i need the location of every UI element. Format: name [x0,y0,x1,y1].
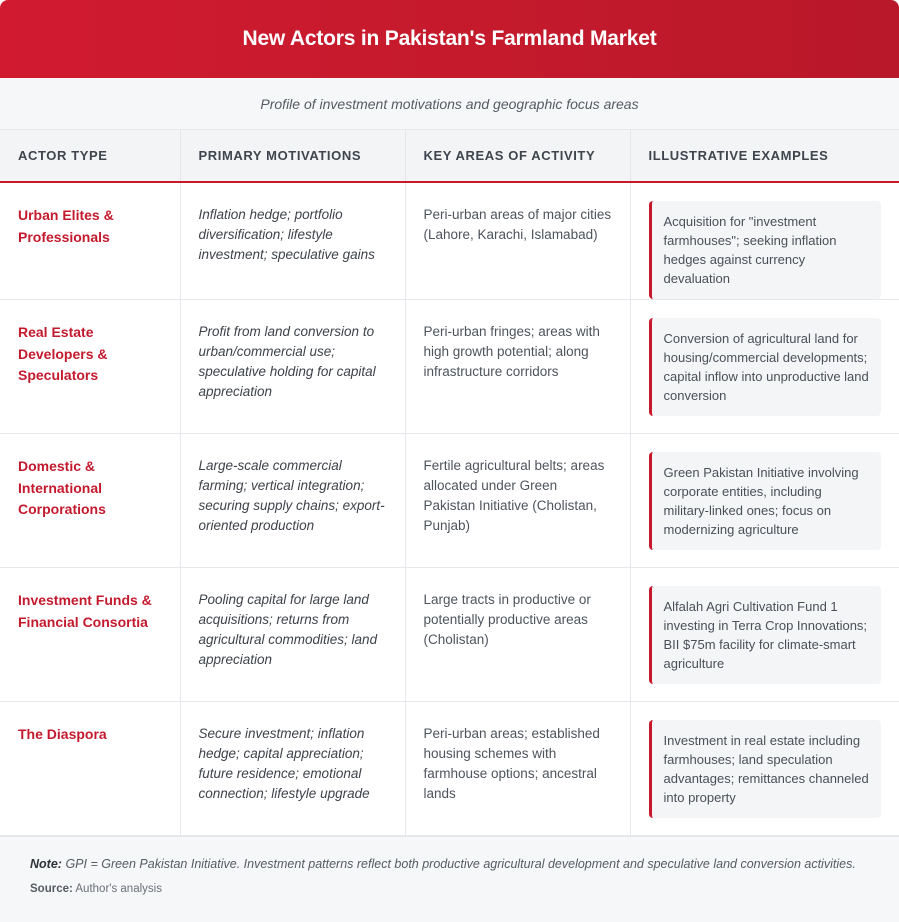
cell-motivations: Pooling capital for large land acquisiti… [180,567,406,702]
table-row: The Diaspora Secure investment; inflatio… [0,701,899,836]
actor-type-label: The Diaspora [18,726,107,742]
cell-motivations: Secure investment; inflation hedge; capi… [180,701,406,836]
motivations-text: Pooling capital for large land acquisiti… [198,592,378,667]
areas-text: Large tracts in productive or potentiall… [423,592,591,647]
motivations-text: Profit from land conversion to urban/com… [198,324,376,399]
motivations-text: Large-scale commercial farming; vertical… [198,458,385,533]
motivations-text: Inflation hedge; portfolio diversificati… [198,207,375,262]
actor-type-label: Urban Elites & Professionals [18,207,114,245]
page-subtitle: Profile of investment motivations and ge… [260,95,639,112]
table-row: Real Estate Developers & Speculators Pro… [0,299,899,434]
table-row: Urban Elites & Professionals Inflation h… [0,182,899,300]
column-header-actor-type: ACTOR TYPE [0,130,181,183]
example-callout: Alfalah Agri Cultivation Fund 1 investin… [648,586,881,684]
table-footer: Note: GPI = Green Pakistan Initiative. I… [0,836,899,922]
cell-actor: The Diaspora [0,701,181,836]
cell-example: Acquisition for "investment farmhouses";… [630,182,899,300]
note-text: GPI = Green Pakistan Initiative. Investm… [65,857,856,871]
table-row: Investment Funds & Financial Consortia P… [0,567,899,702]
source-label: Source: [30,883,73,895]
motivations-text: Secure investment; inflation hedge; capi… [198,726,370,801]
example-callout: Conversion of agricultural land for hous… [648,318,881,416]
cell-motivations: Large-scale commercial farming; vertical… [180,433,406,568]
subtitle-bar: Profile of investment motivations and ge… [0,78,899,130]
cell-example: Conversion of agricultural land for hous… [630,299,899,434]
actor-type-label: Investment Funds & Financial Consortia [18,592,152,630]
footnote: Note: GPI = Green Pakistan Initiative. I… [30,857,869,871]
cell-areas: Peri-urban areas of major cities (Lahore… [405,182,631,300]
areas-text: Peri-urban areas of major cities (Lahore… [423,207,612,242]
example-callout: Investment in real estate including farm… [648,720,881,818]
actor-type-label: Real Estate Developers & Speculators [18,324,108,383]
cell-example: Alfalah Agri Cultivation Fund 1 investin… [630,567,899,702]
actor-type-label: Domestic & International Corporations [18,458,106,517]
cell-actor: Urban Elites & Professionals [0,182,181,300]
cell-motivations: Inflation hedge; portfolio diversificati… [180,182,406,300]
cell-example: Investment in real estate including farm… [630,701,899,836]
cell-areas: Peri-urban fringes; areas with high grow… [405,299,631,434]
cell-areas: Large tracts in productive or potentiall… [405,567,631,702]
table-header-row: ACTOR TYPE PRIMARY MOTIVATIONS KEY AREAS… [0,130,899,183]
cell-example: Green Pakistan Initiative involving corp… [630,433,899,568]
cell-actor: Investment Funds & Financial Consortia [0,567,181,702]
source-line: Source: Author's analysis [30,883,869,895]
cell-actor: Domestic & International Corporations [0,433,181,568]
page-title: New Actors in Pakistan's Farmland Market [242,27,657,50]
example-callout: Acquisition for "investment farmhouses";… [648,201,881,299]
note-label: Note: [30,857,62,871]
column-header-illustrative-examples: ILLUSTRATIVE EXAMPLES [630,130,899,183]
column-header-key-areas: KEY AREAS OF ACTIVITY [405,130,631,183]
actors-table: ACTOR TYPE PRIMARY MOTIVATIONS KEY AREAS… [0,130,899,836]
cell-areas: Fertile agricultural belts; areas alloca… [405,433,631,568]
cell-motivations: Profit from land conversion to urban/com… [180,299,406,434]
column-header-primary-motivations: PRIMARY MOTIVATIONS [180,130,406,183]
title-banner: New Actors in Pakistan's Farmland Market [0,0,899,78]
areas-text: Peri-urban fringes; areas with high grow… [423,324,600,379]
cell-actor: Real Estate Developers & Speculators [0,299,181,434]
cell-areas: Peri-urban areas; established housing sc… [405,701,631,836]
areas-text: Fertile agricultural belts; areas alloca… [423,458,605,533]
source-text: Author's analysis [75,883,162,895]
areas-text: Peri-urban areas; established housing sc… [423,726,600,801]
table-row: Domestic & International Corporations La… [0,433,899,568]
example-callout: Green Pakistan Initiative involving corp… [648,452,881,550]
